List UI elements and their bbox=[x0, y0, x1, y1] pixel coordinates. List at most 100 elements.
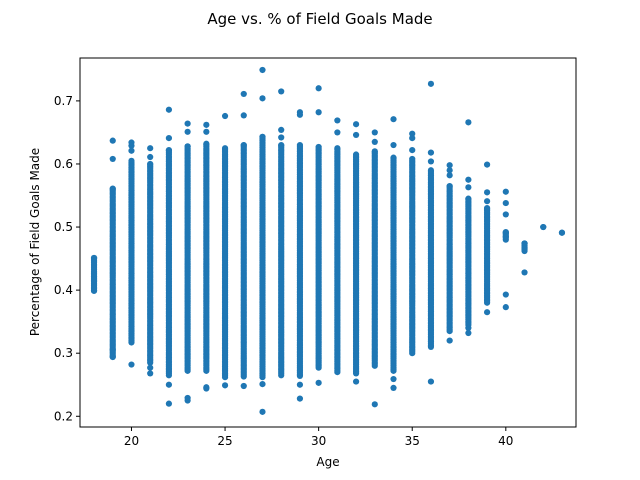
age-33-points bbox=[371, 129, 378, 408]
data-point bbox=[296, 111, 304, 118]
x-tick-label: 35 bbox=[405, 434, 420, 448]
age-30-points bbox=[315, 85, 322, 386]
data-point bbox=[427, 80, 435, 87]
data-point bbox=[446, 337, 453, 344]
data-point bbox=[502, 211, 509, 218]
data-point bbox=[465, 324, 472, 332]
data-point bbox=[184, 397, 191, 404]
age-29-points bbox=[296, 109, 304, 402]
data-point bbox=[521, 245, 528, 252]
data-point bbox=[427, 378, 435, 385]
data-point bbox=[390, 384, 397, 391]
data-point bbox=[259, 133, 266, 140]
data-point bbox=[315, 143, 322, 151]
x-axis-ticks: 20 25 30 35 40 bbox=[124, 427, 513, 448]
y-tick-label: 0.4 bbox=[54, 283, 73, 297]
data-point bbox=[483, 189, 491, 196]
data-point bbox=[427, 167, 435, 174]
data-point bbox=[352, 131, 360, 139]
data-point bbox=[259, 381, 266, 388]
data-point bbox=[502, 304, 509, 311]
age-18-points bbox=[90, 254, 98, 294]
age-27-points bbox=[259, 66, 266, 415]
data-point bbox=[296, 395, 304, 402]
age-35-points bbox=[409, 130, 416, 357]
data-point bbox=[147, 160, 154, 168]
data-point bbox=[240, 382, 247, 390]
data-point bbox=[483, 309, 491, 316]
data-point bbox=[409, 155, 416, 163]
data-point bbox=[427, 149, 435, 156]
data-point bbox=[446, 167, 453, 174]
data-point bbox=[446, 182, 453, 190]
data-point bbox=[315, 85, 322, 92]
data-point bbox=[390, 116, 397, 123]
age-41-points bbox=[521, 240, 528, 276]
data-point bbox=[465, 329, 472, 337]
x-axis-label: Age bbox=[316, 455, 339, 469]
data-point bbox=[90, 254, 98, 262]
chart-title: Age vs. % of Field Goals Made bbox=[207, 10, 432, 28]
data-point bbox=[409, 146, 416, 154]
data-point bbox=[315, 379, 322, 386]
age-32-points bbox=[352, 121, 360, 385]
data-point bbox=[334, 145, 341, 152]
data-point bbox=[165, 381, 173, 388]
data-point bbox=[296, 141, 304, 149]
data-point bbox=[446, 172, 453, 179]
data-point bbox=[109, 155, 116, 163]
data-point bbox=[128, 157, 135, 164]
age-31-points bbox=[334, 117, 341, 376]
data-point bbox=[240, 141, 247, 149]
age-37-points bbox=[446, 162, 453, 344]
data-point bbox=[371, 138, 378, 145]
data-point bbox=[90, 287, 98, 294]
x-tick-label: 20 bbox=[124, 434, 139, 448]
age-38-points bbox=[465, 119, 472, 337]
x-tick-label: 30 bbox=[311, 434, 326, 448]
age-43-points bbox=[558, 229, 566, 236]
data-point bbox=[483, 198, 491, 205]
data-point bbox=[334, 117, 341, 124]
x-tick-label: 25 bbox=[217, 434, 232, 448]
data-point bbox=[184, 143, 191, 150]
y-axis-label: Percentage of Field Goals Made bbox=[28, 148, 42, 336]
data-point bbox=[371, 129, 378, 136]
age-40-points bbox=[502, 188, 509, 311]
data-point bbox=[278, 88, 285, 95]
data-point bbox=[259, 408, 266, 415]
data-point bbox=[109, 137, 116, 144]
age-25-points bbox=[221, 112, 229, 389]
data-point bbox=[90, 276, 98, 284]
data-point bbox=[259, 95, 266, 102]
age-21-points bbox=[147, 145, 154, 377]
y-tick-label: 0.2 bbox=[54, 409, 73, 423]
data-point bbox=[465, 184, 472, 191]
data-points bbox=[90, 66, 566, 415]
plot-frame bbox=[79, 57, 577, 428]
data-point bbox=[109, 353, 116, 361]
data-point bbox=[352, 121, 360, 128]
data-point bbox=[371, 401, 378, 408]
age-22-points bbox=[165, 106, 173, 407]
data-point bbox=[109, 346, 116, 354]
data-point bbox=[128, 147, 135, 154]
age-20-points bbox=[128, 139, 135, 368]
data-point bbox=[203, 385, 210, 392]
data-point bbox=[465, 176, 472, 183]
age-36-points bbox=[427, 80, 435, 385]
data-point bbox=[521, 240, 528, 247]
y-tick-label: 0.3 bbox=[54, 346, 73, 360]
data-point bbox=[465, 195, 472, 202]
age-19-points bbox=[109, 137, 116, 361]
y-axis-ticks: 0.2 0.3 0.4 0.5 0.6 0.7 bbox=[54, 94, 80, 423]
data-point bbox=[483, 161, 491, 168]
data-point bbox=[390, 375, 397, 383]
data-point bbox=[558, 229, 566, 236]
data-point bbox=[184, 128, 191, 135]
y-tick-label: 0.5 bbox=[54, 220, 73, 234]
data-point bbox=[221, 382, 229, 389]
data-point bbox=[147, 364, 154, 371]
data-point bbox=[221, 112, 229, 120]
